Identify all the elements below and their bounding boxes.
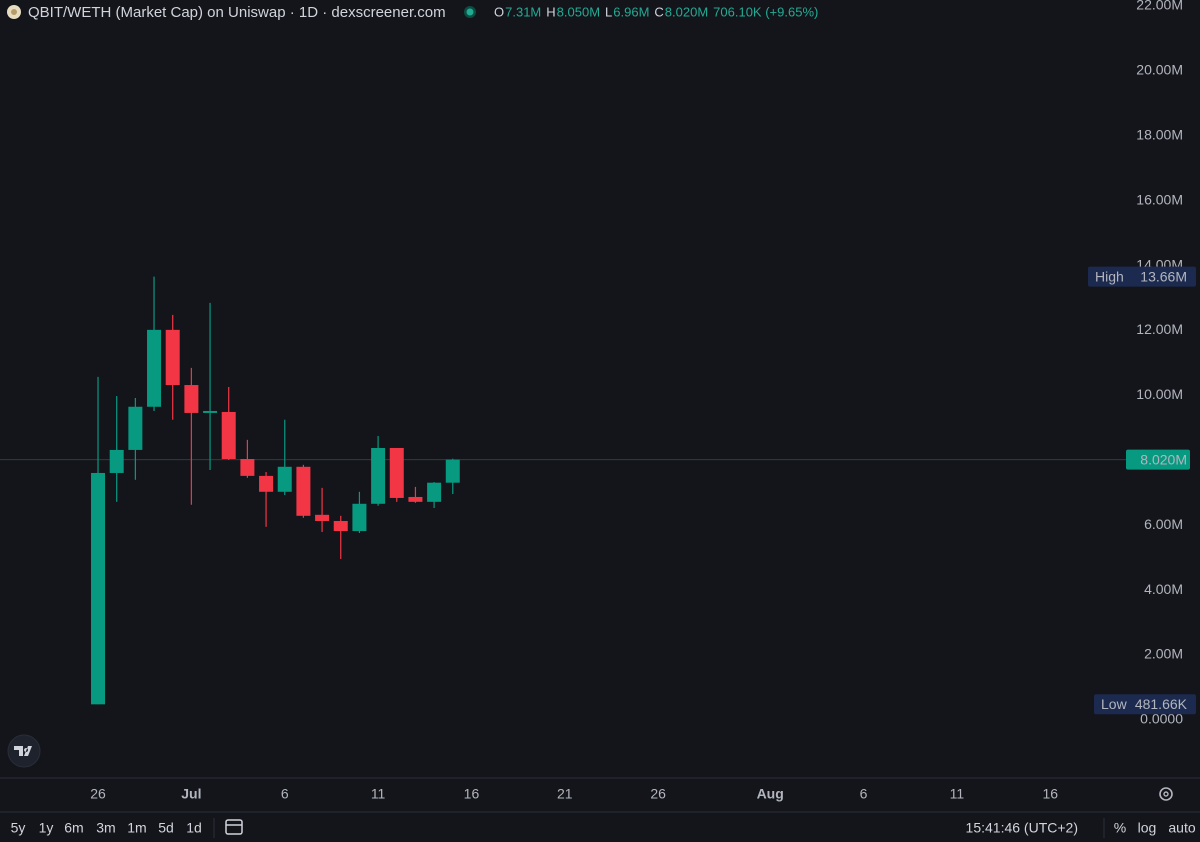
ohlc-value: 7.31M <box>505 4 541 19</box>
y-tick-label: 2.00M <box>1144 646 1183 662</box>
x-tick-label: Jul <box>181 786 201 802</box>
candle-body <box>259 475 274 492</box>
y-tick-label: 22.00M <box>1136 0 1183 13</box>
chart-title: QBIT/WETH (Market Cap) on Uniswap · 1D ·… <box>28 4 446 21</box>
range-button[interactable]: 1y <box>39 820 54 836</box>
x-tick-label: 6 <box>281 786 289 802</box>
ohlc-value: 6.96M <box>613 4 649 19</box>
x-tick-label: 16 <box>464 786 480 802</box>
x-tick-label: 6 <box>860 786 868 802</box>
x-tick-label: 26 <box>90 786 106 802</box>
candle-body <box>277 466 292 492</box>
candle-body <box>445 459 460 483</box>
x-tick-label: 21 <box>557 786 573 802</box>
candle-body <box>408 496 423 502</box>
candle-body <box>240 459 255 476</box>
range-button[interactable]: 1m <box>127 820 146 836</box>
y-tick-label: 0.0000 <box>1140 711 1183 727</box>
high-marker-label: High <box>1095 268 1124 284</box>
x-tick-label: Aug <box>757 786 784 802</box>
ohlc-value: 8.020M <box>665 4 708 19</box>
scale-option[interactable]: % <box>1114 820 1126 836</box>
tv-logo[interactable] <box>7 734 41 768</box>
candle-body <box>128 406 143 450</box>
ohlc-key: L <box>605 4 612 19</box>
x-tick-label: 16 <box>1042 786 1058 802</box>
candle-body <box>109 449 124 473</box>
candle-body <box>221 411 236 460</box>
y-tick-label: 20.00M <box>1136 62 1183 78</box>
y-tick-label: 4.00M <box>1144 581 1183 597</box>
ohlc-key: O <box>494 4 504 19</box>
ohlc-value: 8.050M <box>557 4 600 19</box>
scale-option[interactable]: log <box>1138 820 1157 836</box>
scale-option[interactable]: auto <box>1168 820 1195 836</box>
range-button[interactable]: 3m <box>96 820 115 836</box>
candle-body <box>91 472 106 705</box>
candle-body <box>427 482 442 502</box>
high-marker-value: 13.66M <box>1140 268 1187 284</box>
y-tick-label: 18.00M <box>1136 127 1183 143</box>
goto-date-button[interactable] <box>225 819 243 835</box>
candle-body <box>184 385 199 413</box>
candle-body <box>296 466 311 516</box>
range-button[interactable]: 1d <box>186 820 202 836</box>
low-marker-value: 481.66K <box>1135 696 1188 712</box>
ohlc-legend: O 7.31M H 8.050M L 6.96M C 8.020M 706.10K (+9.65… <box>494 4 818 19</box>
y-tick-label: 16.00M <box>1136 191 1183 207</box>
candle-body <box>389 447 404 498</box>
candle-body <box>165 329 180 386</box>
candle-body <box>333 520 348 532</box>
last-price-box <box>1126 449 1190 470</box>
range-button[interactable]: 5d <box>158 820 174 836</box>
tv-logo-bg[interactable] <box>7 734 41 768</box>
x-tick-label: 11 <box>950 786 965 802</box>
candle-body <box>315 514 330 521</box>
y-tick-label: 10.00M <box>1136 386 1183 402</box>
last-price-value: 8.020M <box>1140 451 1187 467</box>
ohlc-key: H <box>546 4 555 19</box>
status-dot <box>466 8 474 16</box>
candle-body <box>352 503 367 532</box>
settings-button[interactable] <box>1159 787 1173 801</box>
high-marker-box <box>1088 266 1196 287</box>
range-button[interactable]: 6m <box>64 820 83 836</box>
y-tick-label: 6.00M <box>1144 516 1183 532</box>
candle-body <box>371 447 386 504</box>
candle-body <box>147 329 162 407</box>
x-tick-label: 11 <box>371 786 386 802</box>
symbol-icon-inner <box>11 9 17 15</box>
y-tick-label: 12.00M <box>1136 321 1183 337</box>
low-marker-label: Low <box>1101 696 1128 712</box>
range-button[interactable]: 5y <box>11 820 26 836</box>
low-marker-box <box>1094 694 1196 715</box>
gear-ring[interactable] <box>1159 787 1173 801</box>
ohlc-change: 706.10K (+9.65%) <box>713 4 818 19</box>
x-tick-label: 26 <box>650 786 666 802</box>
candle-body <box>203 410 218 413</box>
tv-logo-mark[interactable] <box>14 746 32 756</box>
ohlc-key: C <box>654 4 663 19</box>
gear-hub[interactable] <box>1163 791 1169 797</box>
calendar-icon[interactable] <box>225 819 243 835</box>
clock: 15:41:46 (UTC+2) <box>966 820 1078 836</box>
